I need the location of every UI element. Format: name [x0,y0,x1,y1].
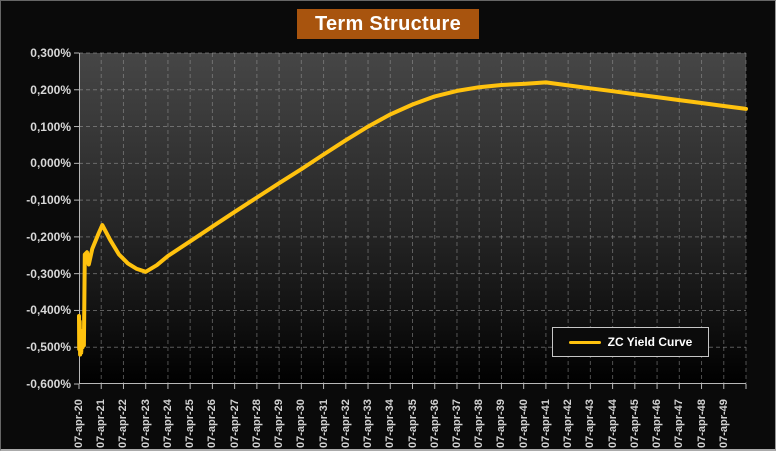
y-axis-tick-label: 0,000% [30,156,71,171]
x-axis-tick-label: 07-apr-22 [117,399,130,448]
y-axis-tick-label: -0,400% [26,303,71,318]
x-axis-tick-label: 07-apr-41 [539,399,552,448]
y-axis-tick-label: 0,300% [30,46,71,60]
x-axis-tick-label: 07-apr-40 [517,399,530,448]
legend-line-sample-icon [568,340,601,344]
x-axis-tick-label: 07-apr-42 [562,399,575,448]
x-axis-tick-label: 07-apr-26 [206,399,219,448]
x-axis-tick-label: 07-apr-43 [584,399,597,448]
y-axis-tick-label: -0,100% [26,193,71,208]
legend: ZC Yield Curve [552,327,709,357]
x-axis-tick-label: 07-apr-32 [339,399,352,448]
x-axis-tick-label: 07-apr-24 [161,399,174,448]
y-axis-tick-label: -0,300% [26,266,71,281]
x-axis-tick-label: 07-apr-34 [384,399,397,448]
x-axis-tick-label: 07-apr-21 [95,399,108,448]
y-axis-tick-label: -0,500% [26,340,71,355]
x-axis-tick-label: 07-apr-28 [250,399,263,448]
x-axis-tick-label: 07-apr-27 [228,399,241,448]
x-axis-tick-label: 07-apr-38 [473,399,486,448]
plot-area [74,52,748,389]
x-axis-tick-label: 07-apr-39 [495,399,508,448]
y-axis-tick-label: -0,600% [26,377,71,391]
x-axis-tick-label: 07-apr-30 [295,399,308,448]
x-axis-tick-label: 07-apr-44 [606,399,619,448]
chart-title: Term Structure [297,9,479,39]
x-axis-tick-label: 07-apr-45 [628,399,641,448]
x-axis-tick-label: 07-apr-48 [695,399,708,448]
x-axis-tick-label: 07-apr-36 [428,399,441,448]
x-axis-tick-label: 07-apr-47 [673,399,686,448]
legend-series-label: ZC Yield Curve [607,335,693,349]
x-axis-tick-label: 07-apr-25 [184,399,197,448]
x-axis-tick-label: 07-apr-31 [317,399,330,448]
x-axis-tick-label: 07-apr-23 [139,399,152,448]
x-axis-tick-label: 07-apr-49 [717,399,730,448]
x-axis-tick-label: 07-apr-35 [406,399,419,448]
x-axis-tick-label: 07-apr-33 [362,399,375,448]
x-axis-tick-label: 07-apr-46 [651,399,664,448]
y-axis-tick-label: 0,100% [30,119,71,134]
x-axis-tick-label: 07-apr-37 [450,399,463,448]
zc-yield-curve-line [77,80,748,357]
y-axis-tick-label: -0,200% [26,229,71,244]
x-axis-tick-label: 07-apr-29 [273,399,286,448]
x-axis-tick-label: 07-apr-20 [73,399,85,448]
y-axis-tick-label: 0,200% [30,82,71,97]
